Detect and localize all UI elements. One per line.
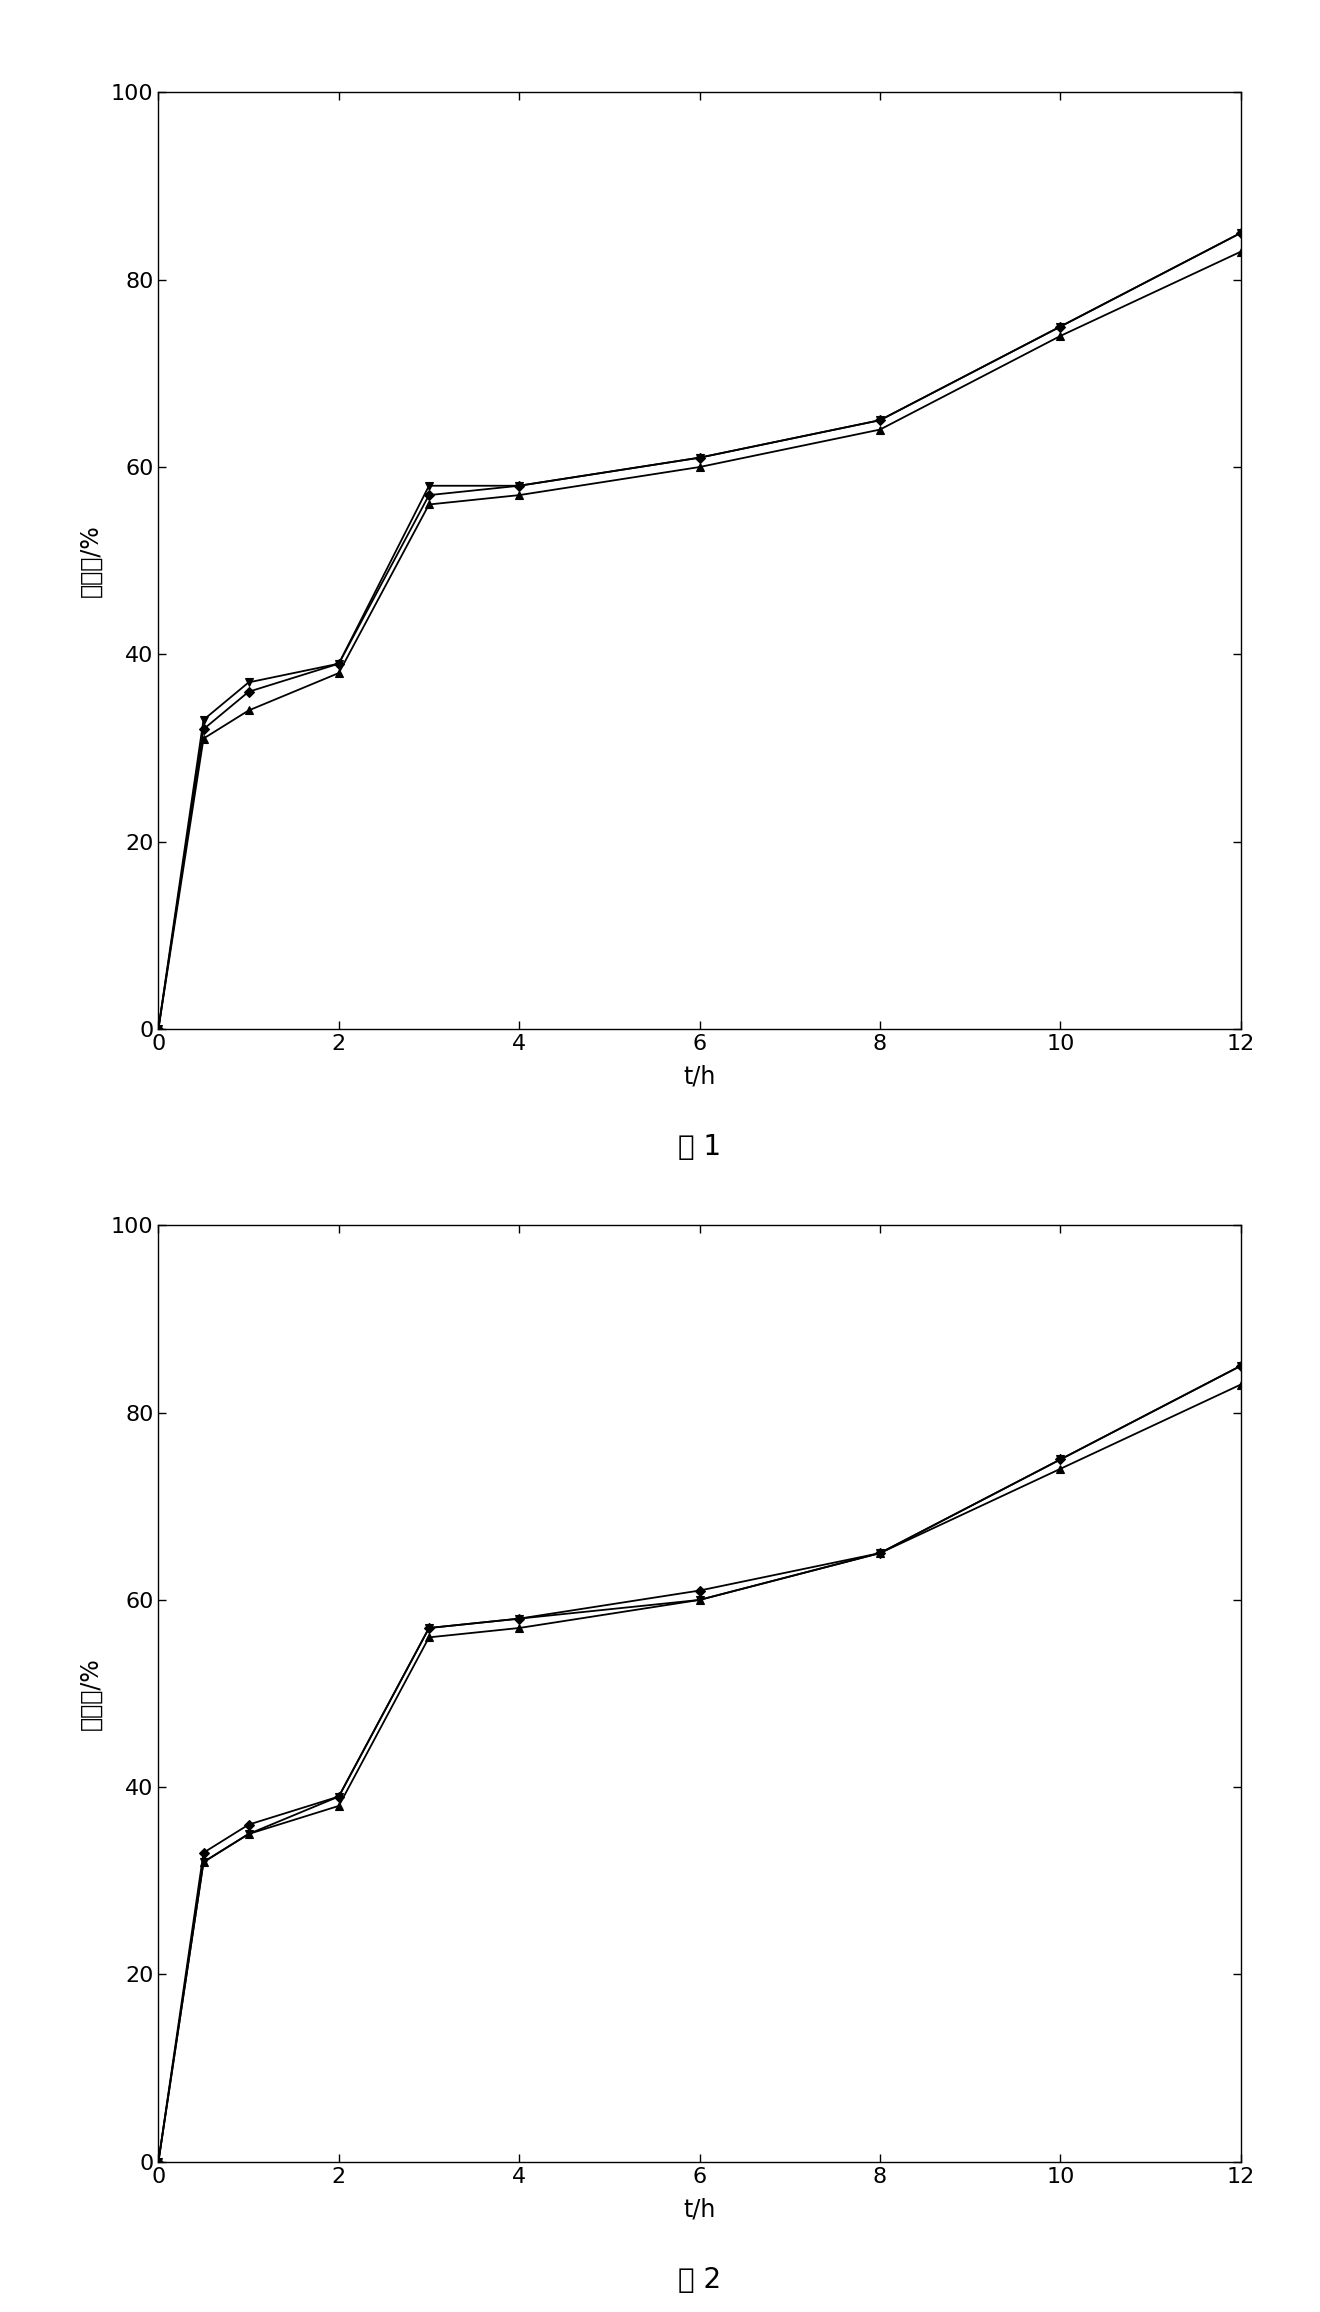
Y-axis label: 释放量/%: 释放量/% — [79, 1658, 103, 1729]
Text: 图 2: 图 2 — [678, 2266, 721, 2294]
X-axis label: t/h: t/h — [684, 2199, 715, 2222]
Text: 图 1: 图 1 — [678, 1133, 721, 1161]
X-axis label: t/h: t/h — [684, 1066, 715, 1089]
Y-axis label: 释放量/%: 释放量/% — [79, 525, 103, 596]
